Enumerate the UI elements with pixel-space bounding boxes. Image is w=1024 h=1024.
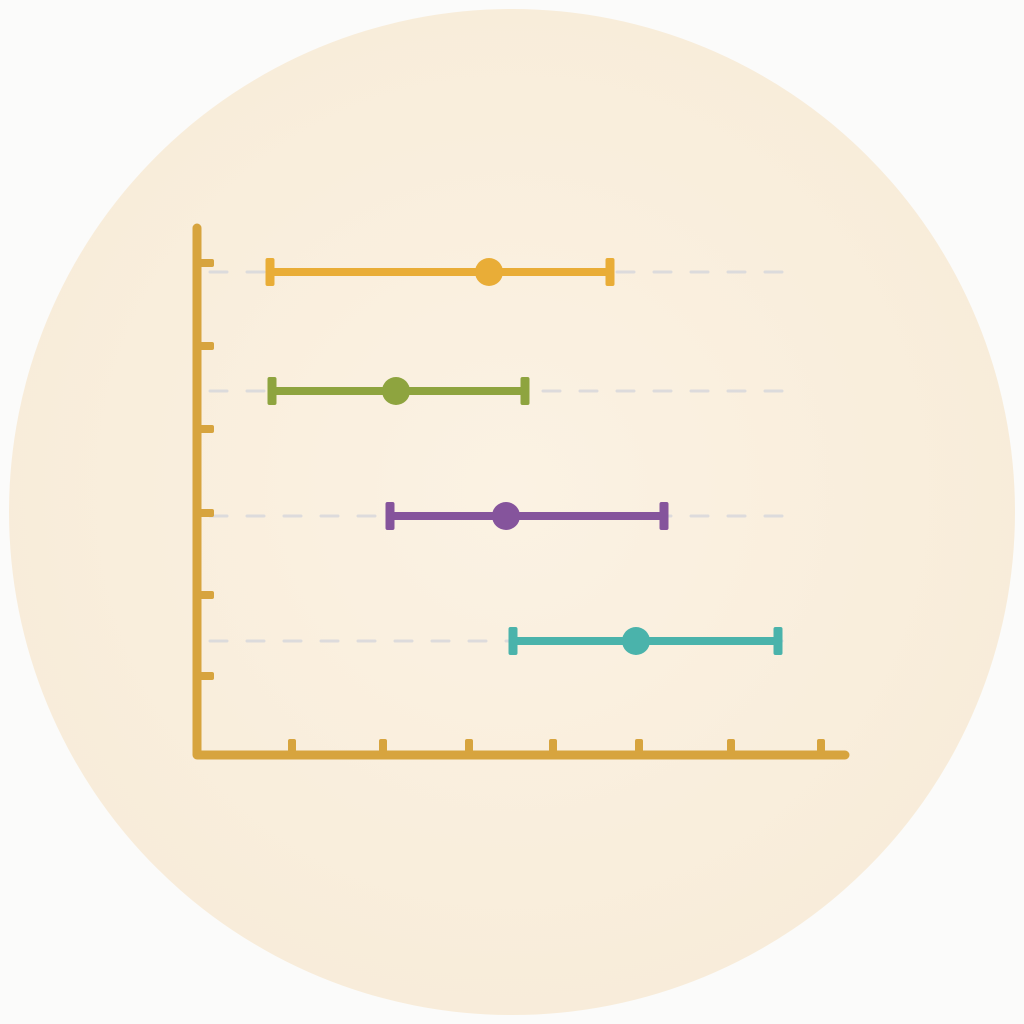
error-bar-3 (385, 502, 669, 530)
error-bar-cap-low (267, 377, 277, 405)
x-axis-tick-3 (465, 739, 473, 755)
y-axis-tick-6 (197, 672, 214, 680)
axes-layer (192, 223, 850, 760)
data-point (492, 502, 520, 530)
data-point (622, 627, 650, 655)
x-axis-tick-1 (288, 739, 296, 755)
x-axis-tick-2 (379, 739, 387, 755)
series-layer (265, 258, 783, 655)
error-bar-cap-low (265, 258, 275, 286)
error-bar-4 (508, 627, 783, 655)
x-axis-tick-7 (817, 739, 825, 755)
error-bar-cap-low (385, 502, 395, 530)
error-bar-2 (267, 377, 530, 405)
y-axis-tick-1 (197, 259, 214, 267)
y-axis-tick-3 (197, 425, 214, 433)
error-bar-cap-high (605, 258, 615, 286)
x-axis-tick-4 (549, 739, 557, 755)
x-axis-tick-6 (727, 739, 735, 755)
y-axis-tick-4 (197, 509, 214, 517)
error-bar-1 (265, 258, 615, 286)
y-axis-tick-5 (197, 591, 214, 599)
data-point (382, 377, 410, 405)
error-bar-cap-high (773, 627, 783, 655)
x-axis-tick-5 (635, 739, 643, 755)
error-bar-cap-low (508, 627, 518, 655)
data-point (475, 258, 503, 286)
y-axis-tick-2 (197, 342, 214, 350)
axis-lines (192, 223, 850, 760)
error-bar-cap-high (520, 377, 530, 405)
error-bar-cap-high (659, 502, 669, 530)
